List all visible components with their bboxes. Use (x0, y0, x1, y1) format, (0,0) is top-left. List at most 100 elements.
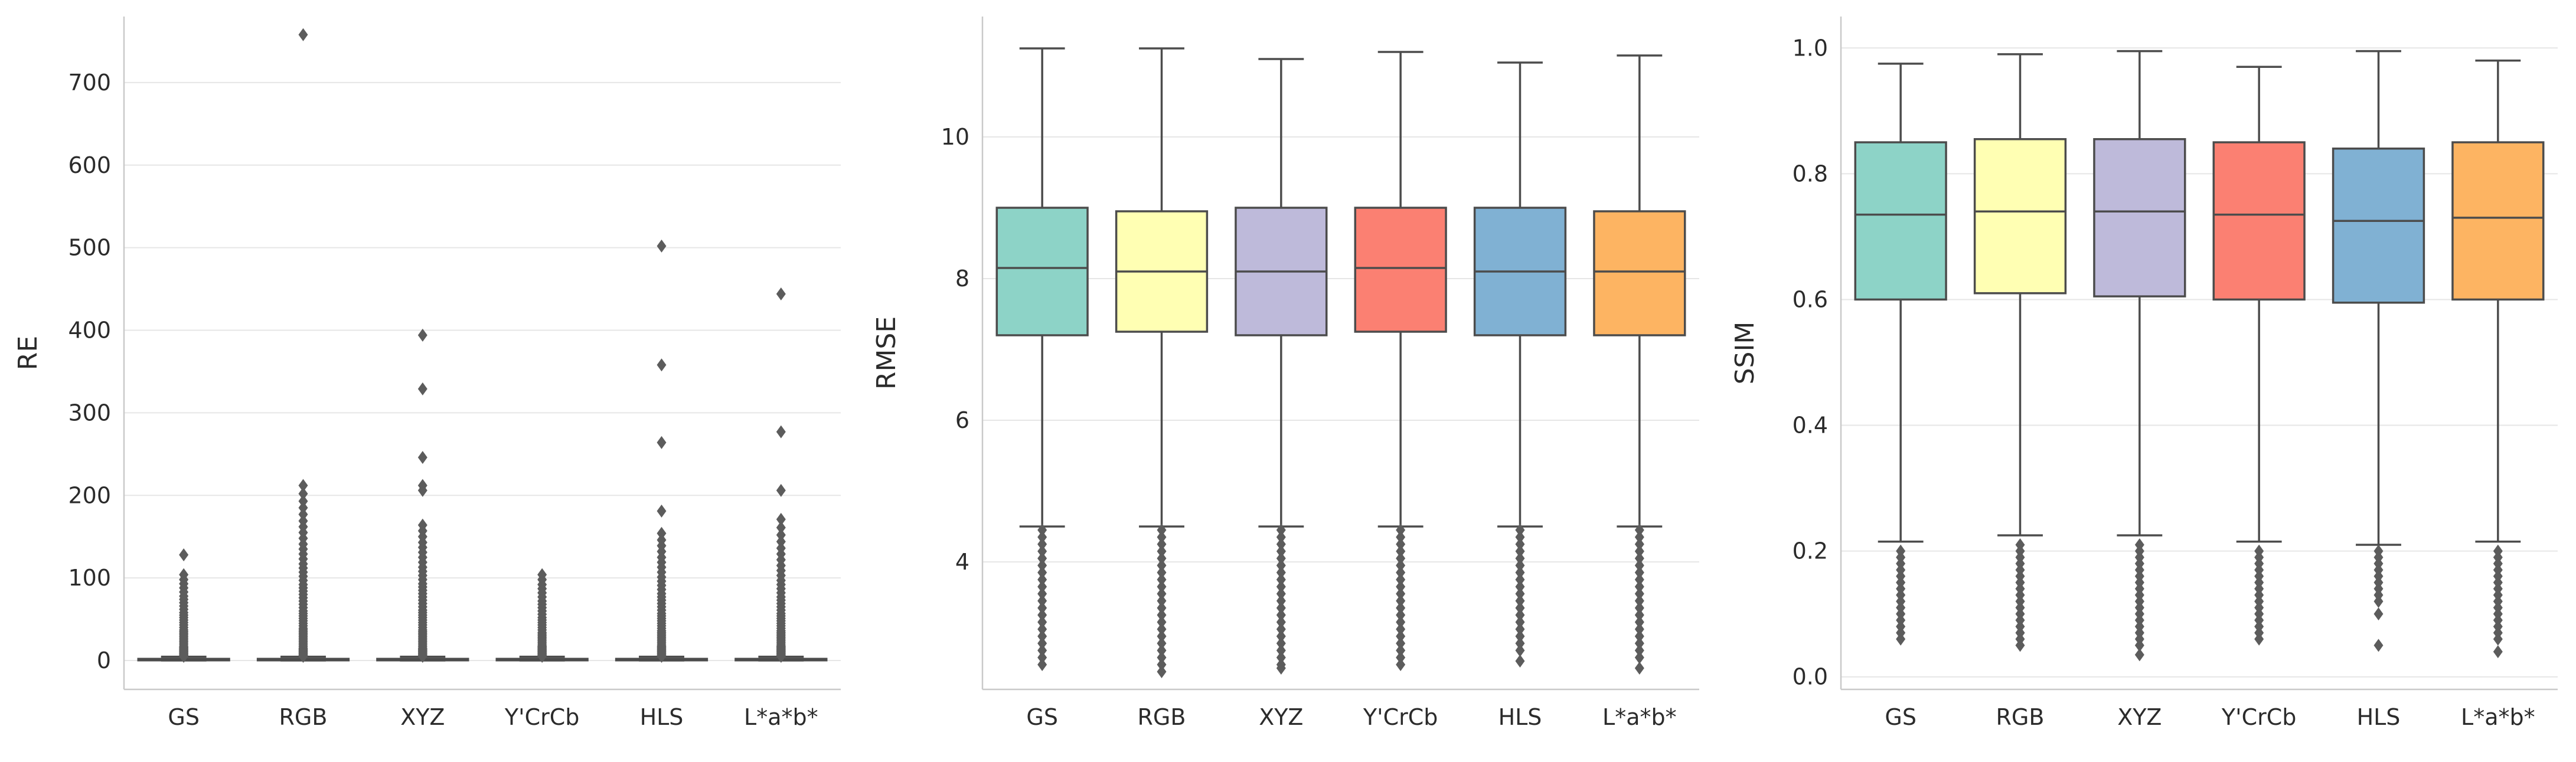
outlier-marker (1157, 573, 1167, 586)
outlier-marker (1037, 623, 1047, 636)
outlier-marker (417, 328, 427, 342)
outlier-marker (1634, 559, 1644, 572)
outlier-marker (1276, 538, 1286, 551)
y-tick-label: 0.6 (1793, 286, 1828, 312)
outlier-marker (1157, 531, 1167, 544)
outlier-marker (1634, 538, 1644, 551)
iqr-box (2451, 141, 2545, 301)
outlier-marker (417, 483, 427, 497)
outlier-marker (1634, 616, 1644, 629)
outlier-marker (537, 650, 547, 663)
x-tick-label: XYZ (1259, 704, 1303, 730)
outlier-marker (1276, 637, 1286, 650)
outlier-marker (1276, 524, 1286, 537)
outlier-marker (1276, 594, 1286, 607)
box-RGB (1973, 53, 2067, 652)
y-tick-label: 10 (941, 124, 969, 150)
y-tick-label: 1.0 (1793, 35, 1828, 61)
outlier-marker (1157, 538, 1167, 551)
x-tick-label: HLS (1498, 704, 1542, 730)
outlier-marker (1396, 644, 1406, 657)
outlier-marker (1634, 573, 1644, 586)
outlier-marker (1276, 559, 1286, 572)
subplot-rmse: 4 6 8 10 RMSE GS RGB XYZ Y'CrCb HLS L*a*b* (858, 0, 1717, 762)
box-Y'CrCb (1354, 51, 1447, 671)
outlier-marker (1396, 623, 1406, 636)
outlier-marker (1276, 651, 1286, 664)
outlier-marker (1634, 524, 1644, 537)
outlier-marker (2134, 639, 2144, 652)
outlier-marker (1276, 609, 1286, 622)
outlier-marker (1037, 601, 1047, 614)
outlier-marker (1276, 566, 1286, 579)
x-tick-label: Y'CrCb (504, 704, 579, 730)
outlier-marker (1515, 587, 1525, 600)
outlier-marker (1157, 552, 1167, 565)
outlier-marker (1515, 609, 1525, 622)
outlier-marker (1157, 587, 1167, 600)
outlier-marker (776, 512, 786, 526)
y-tick-label: 400 (68, 318, 111, 344)
outlier-marker (1037, 594, 1047, 607)
outlier-marker (776, 650, 786, 663)
outlier-marker (657, 504, 667, 518)
x-tick-label: Y'CrCb (1363, 704, 1438, 730)
outlier-marker (1276, 587, 1286, 600)
outlier-marker (1157, 644, 1167, 657)
x-tick-label: RGB (279, 704, 328, 730)
outlier-marker (417, 450, 427, 464)
outlier-marker (1276, 644, 1286, 657)
outlier-marker (1515, 601, 1525, 614)
outlier-marker (1037, 658, 1047, 671)
outlier-marker (1634, 637, 1644, 650)
box-HLS (615, 239, 709, 663)
outlier-marker (1634, 662, 1644, 675)
y-tick-label: 0.0 (1793, 664, 1828, 690)
outlier-marker (1276, 580, 1286, 593)
outlier-marker (1634, 566, 1644, 579)
box-L*a*b* (2451, 59, 2545, 659)
outlier-marker (1037, 524, 1047, 537)
outlier-marker (1157, 594, 1167, 607)
outlier-marker (1396, 616, 1406, 629)
re-boxplot-chart: 0 100 200 300 400 500 600 700 RE GS RGB XYZ Y'CrCb HL… (13, 17, 841, 730)
outlier-marker (1157, 637, 1167, 650)
outlier-marker (657, 239, 667, 253)
outlier-marker (1157, 559, 1167, 572)
y-tick-label: 0.8 (1793, 161, 1828, 187)
x-tick-label: HLS (2357, 704, 2401, 730)
outlier-marker (1396, 538, 1406, 551)
outlier-marker (1037, 630, 1047, 643)
outlier-marker (1396, 531, 1406, 544)
outlier-marker (2373, 594, 2384, 608)
outlier-marker (1396, 566, 1406, 579)
outlier-marker (2134, 648, 2144, 662)
y-tick-label: 0 (97, 647, 111, 673)
x-tick-label: Y'CrCb (2221, 704, 2296, 730)
box-GS (1854, 63, 1947, 646)
iqr-box (995, 207, 1089, 336)
outlier-marker (1634, 531, 1644, 544)
outlier-marker (657, 358, 667, 372)
outlier-marker (1396, 559, 1406, 572)
outlier-marker (2015, 639, 2025, 652)
outlier-marker (657, 436, 667, 449)
outlier-marker (1634, 609, 1644, 622)
outlier-marker (1276, 616, 1286, 629)
outlier-marker (1396, 524, 1406, 537)
outlier-marker (1157, 545, 1167, 558)
outlier-marker (776, 483, 786, 497)
outlier-marker (1634, 630, 1644, 643)
outlier-marker (1515, 545, 1525, 558)
outlier-marker (1396, 580, 1406, 593)
y-tick-label: 8 (955, 266, 969, 292)
outlier-marker (1634, 644, 1644, 657)
outlier-marker (1515, 538, 1525, 551)
box-GS (995, 47, 1089, 671)
outlier-marker (298, 479, 308, 492)
outlier-marker (1037, 651, 1047, 664)
box-L*a*b* (734, 287, 828, 663)
outlier-marker (1396, 552, 1406, 565)
outlier-marker (2493, 632, 2503, 646)
y-tick-label: 0.2 (1793, 538, 1828, 564)
